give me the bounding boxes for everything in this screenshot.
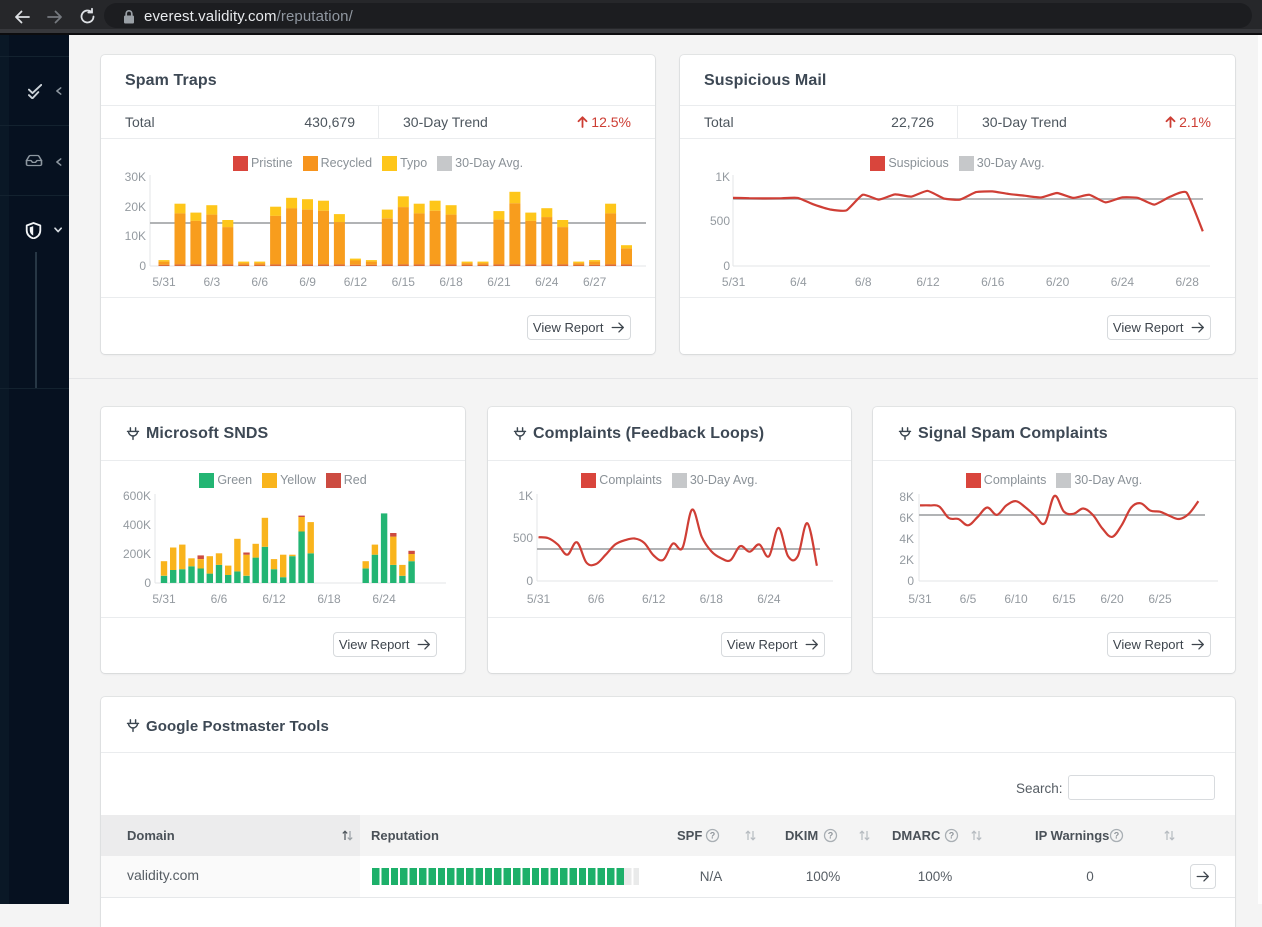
svg-text:6/4: 6/4 (790, 275, 807, 289)
svg-text:8K: 8K (899, 490, 914, 504)
svg-text:6/24: 6/24 (535, 275, 559, 289)
svg-text:6/27: 6/27 (583, 275, 607, 289)
svg-text:6/6: 6/6 (251, 275, 268, 289)
svg-text:6/18: 6/18 (317, 592, 341, 606)
svg-text:500: 500 (710, 214, 730, 228)
svg-text:10K: 10K (125, 229, 146, 243)
svg-text:?: ? (949, 831, 955, 841)
svg-text:400K: 400K (123, 518, 151, 532)
svg-text:500: 500 (513, 531, 533, 545)
svg-text:6/6: 6/6 (588, 592, 605, 606)
svg-text:6/20: 6/20 (1100, 592, 1124, 606)
svg-text:5/31: 5/31 (152, 275, 176, 289)
svg-text:20K: 20K (125, 200, 146, 214)
svg-text:6/24: 6/24 (372, 592, 396, 606)
svg-text:6/8: 6/8 (855, 275, 872, 289)
svg-text:5/31: 5/31 (527, 592, 551, 606)
svg-text:6/28: 6/28 (1176, 275, 1200, 289)
svg-text:6/5: 6/5 (960, 592, 977, 606)
svg-text:6/9: 6/9 (299, 275, 316, 289)
svg-text:0: 0 (907, 574, 914, 588)
svg-text:200K: 200K (123, 547, 151, 561)
svg-text:0: 0 (526, 574, 533, 588)
svg-text:6/24: 6/24 (1111, 275, 1135, 289)
svg-text:6/25: 6/25 (1148, 592, 1172, 606)
svg-text:6/15: 6/15 (1052, 592, 1076, 606)
svg-text:6/21: 6/21 (487, 275, 511, 289)
svg-text:6/3: 6/3 (204, 275, 221, 289)
svg-text:6/6: 6/6 (211, 592, 228, 606)
svg-text:6K: 6K (899, 511, 914, 525)
svg-text:6/15: 6/15 (392, 275, 416, 289)
svg-text:30K: 30K (125, 170, 146, 184)
svg-text:0: 0 (723, 259, 730, 273)
svg-text:6/12: 6/12 (262, 592, 286, 606)
svg-text:0: 0 (144, 576, 151, 590)
svg-text:?: ? (710, 831, 716, 841)
svg-text:6/20: 6/20 (1046, 275, 1070, 289)
svg-text:?: ? (828, 831, 834, 841)
svg-text:6/18: 6/18 (700, 592, 724, 606)
svg-text:5/31: 5/31 (152, 592, 176, 606)
svg-text:600K: 600K (123, 489, 151, 503)
svg-text:5/31: 5/31 (908, 592, 932, 606)
svg-text:6/12: 6/12 (344, 275, 368, 289)
svg-text:4K: 4K (899, 532, 914, 546)
svg-text:6/16: 6/16 (981, 275, 1005, 289)
svg-text:1K: 1K (518, 489, 533, 503)
svg-text:?: ? (1114, 831, 1120, 841)
svg-text:6/24: 6/24 (757, 592, 781, 606)
svg-text:2K: 2K (899, 553, 914, 567)
svg-text:6/12: 6/12 (642, 592, 666, 606)
svg-text:6/12: 6/12 (916, 275, 940, 289)
svg-text:1K: 1K (715, 170, 730, 184)
svg-text:6/18: 6/18 (439, 275, 463, 289)
svg-text:5/31: 5/31 (722, 275, 746, 289)
svg-text:6/10: 6/10 (1004, 592, 1028, 606)
svg-text:0: 0 (139, 259, 146, 273)
